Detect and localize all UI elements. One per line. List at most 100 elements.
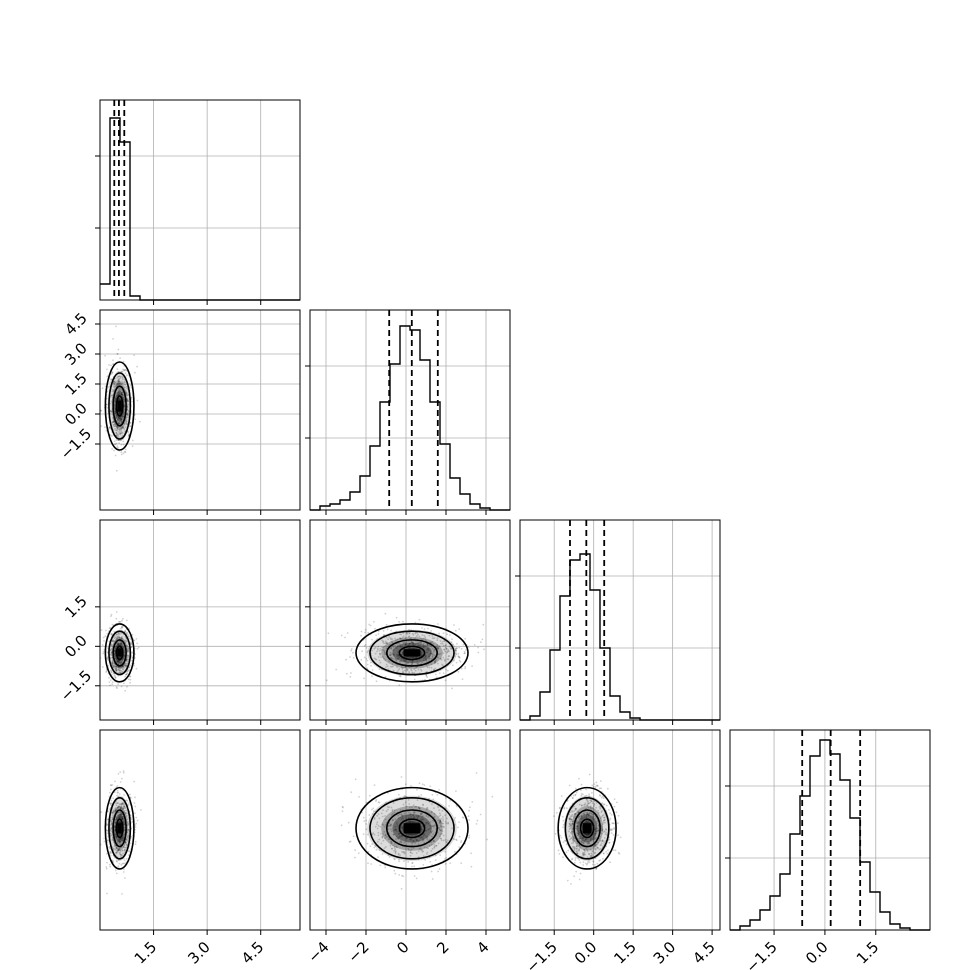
panel-1-0-point: [112, 424, 115, 426]
panel-3-1-point: [371, 808, 373, 811]
panel-2-0-point: [110, 648, 112, 651]
panel-3-2-point: [592, 861, 595, 863]
panel-2-0-point: [116, 660, 119, 663]
panel-1-0-point: [118, 387, 121, 390]
panel-1-0-point: [121, 378, 124, 381]
panel-2-0-point: [116, 643, 119, 646]
panel-3-1-point: [400, 776, 403, 778]
panel-2-0-point: [116, 643, 119, 645]
panel-1-0-point: [120, 393, 123, 396]
panel-2-0-point: [117, 644, 120, 647]
panel-1-0-point: [113, 386, 115, 389]
panel-2-0-point: [127, 633, 129, 636]
panel-2-1-point: [384, 612, 387, 615]
panel-3-2-point: [575, 791, 578, 794]
panel-1-0-point: [136, 399, 139, 402]
panel-2-0-point: [124, 689, 127, 692]
panel-2-0-point: [116, 633, 118, 636]
panel-1-0-point: [112, 419, 115, 422]
panel-2-0-point: [126, 650, 129, 653]
panel-2-0-point: [114, 668, 117, 670]
panel-3-0-point: [117, 773, 120, 775]
panel-2-0-point: [115, 658, 118, 661]
panel-1-0-point: [117, 422, 120, 424]
panel-2-0-point: [123, 654, 125, 657]
panel-2-1-point: [423, 628, 426, 630]
panel-2-0-point: [111, 659, 114, 662]
panel-3-1-point: [401, 874, 403, 877]
panel-1-0-point: [121, 391, 124, 394]
panel-1-0-point: [106, 375, 109, 378]
panel-2-0-point: [124, 629, 127, 632]
panel-3-2-point: [572, 794, 575, 797]
panel-2-0-point: [127, 678, 130, 681]
panel-2-0-point: [110, 661, 113, 664]
panel-2-0-point: [119, 667, 122, 670]
panel-2-0-point: [131, 643, 133, 646]
panel-3-2-point: [616, 801, 618, 804]
panel-2-0-point: [135, 638, 138, 640]
panel-1-0-point: [120, 427, 122, 430]
panel-2-0-point: [137, 646, 140, 649]
panel-1-0-point: [123, 411, 125, 414]
panel-1-0-point: [121, 418, 123, 421]
panel-3-1-point: [462, 816, 465, 819]
panel-3-1-point: [469, 806, 471, 808]
panel-3-2-point: [605, 850, 607, 853]
panel-1-0-point: [119, 412, 122, 414]
panel-1-0-point: [134, 371, 136, 374]
panel-1-0-point: [114, 383, 116, 386]
panel-1-0-point: [116, 392, 119, 395]
panel-1-0-point: [112, 388, 114, 391]
panel-1-0-point: [114, 415, 117, 417]
panel-3-2-point: [606, 852, 609, 855]
panel-2-0-point: [114, 667, 117, 670]
histogram-3-frame: [729, 729, 931, 931]
panel-3-2-point: [595, 781, 598, 784]
panel-2-0-point: [110, 633, 112, 635]
panel-1-0-point: [120, 370, 123, 373]
panel-1-0-point: [111, 372, 113, 375]
panel-2-0-point: [118, 643, 120, 645]
panel-2-0-point: [127, 649, 129, 652]
panel-2-0-point: [133, 665, 135, 667]
panel-2-1-point: [375, 634, 377, 637]
panel-1-0-point: [114, 381, 117, 384]
panel-1-0-point: [117, 380, 119, 383]
panel-2-0-point: [114, 676, 117, 679]
panel-3-1-point: [341, 810, 344, 813]
panel-2-0-point: [129, 638, 132, 640]
panel-2-0-point: [111, 661, 114, 663]
panel-2-1-point: [386, 628, 389, 631]
panel-3-1-point: [365, 823, 367, 825]
panel-2-0-point: [121, 626, 123, 629]
panel-2-0-point: [113, 666, 116, 669]
panel-1-0-point: [126, 405, 129, 407]
panel-2-0-point: [109, 653, 112, 656]
panel-3-0-point: [118, 862, 121, 865]
panel-2-0-point: [105, 670, 108, 672]
panel-1-0-point: [116, 432, 118, 435]
panel-3-1-point: [468, 834, 471, 837]
panel-2-0-point: [126, 640, 128, 643]
panel-2-1-point: [369, 624, 372, 627]
panel-2-0-point: [124, 630, 127, 633]
panel-1-0-point: [108, 426, 111, 429]
panel-3-1-point: [348, 841, 351, 843]
panel-2-1-point: [442, 672, 445, 674]
panel-1-0-point: [122, 452, 125, 455]
panel-3-0-point: [121, 893, 123, 895]
panel-1-0-point: [116, 384, 119, 386]
panel-1-0-point: [114, 443, 117, 446]
panel-2-0-point: [122, 668, 125, 670]
panel-2-0-point: [110, 651, 113, 654]
panel-1-0-point: [117, 381, 119, 384]
panel-1-0-point: [111, 390, 114, 393]
panel-1-0-point: [123, 369, 126, 372]
panel-1-0-point: [109, 378, 112, 381]
panel-3-2-point: [608, 809, 610, 811]
panel-1-0-point: [114, 408, 116, 411]
panel-2-0-point: [114, 657, 117, 659]
panel-1-0-point: [113, 443, 116, 446]
panel-2-1-point: [449, 634, 451, 636]
